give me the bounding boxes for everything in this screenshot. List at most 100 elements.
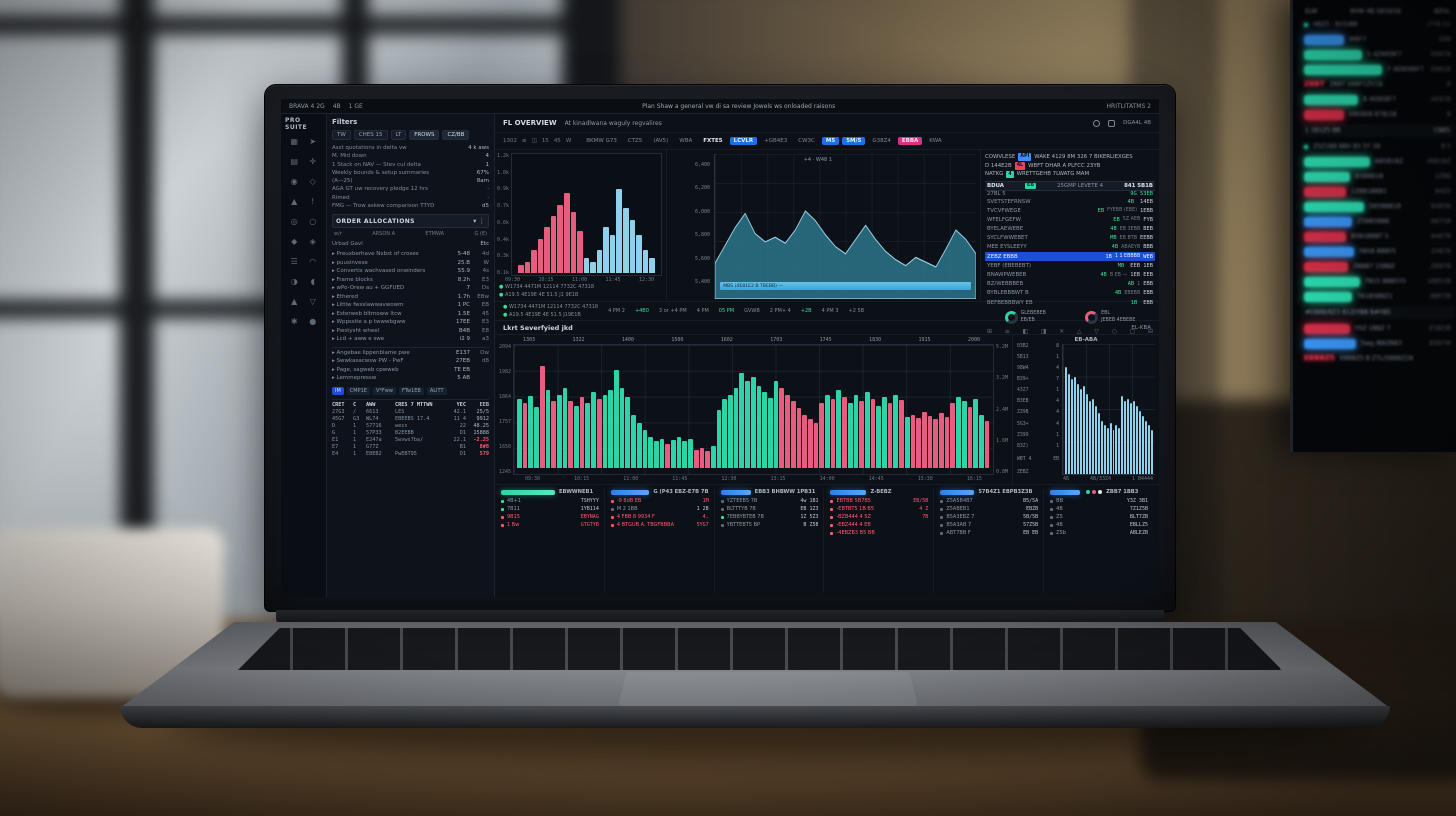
users-icon[interactable]: ◑: [290, 277, 298, 286]
toolbar-chip[interactable]: BKMW G73: [586, 138, 617, 144]
trade-row[interactable]: ▸ Page, sagweb cpwweb TE EB: [332, 366, 489, 375]
tool-icon[interactable]: ▽: [1094, 327, 1099, 335]
bell-icon[interactable]: [1093, 119, 1101, 127]
trade-row[interactable]: ▸ Swwkasacwsw PW - PwF 27EB d8: [332, 357, 489, 366]
tool-icon[interactable]: ◨: [1040, 327, 1047, 335]
depth-list-row[interactable]: 83Z) 1: [1017, 444, 1059, 449]
menubar-right[interactable]: HRITLITATMS 2: [1106, 102, 1151, 110]
send-icon[interactable]: ▲: [291, 197, 298, 206]
sidebar-chip[interactable]: ALITT: [426, 386, 447, 395]
depth-list-row[interactable]: 43Z7 1: [1017, 388, 1059, 393]
toolbar-chip[interactable]: G38Z4: [872, 138, 891, 144]
depth-list-row[interactable]: B3EB 4: [1017, 399, 1059, 404]
stat-group-header[interactable]: EBB3 BHBWW 1PB31: [720, 489, 819, 495]
ticker-row[interactable]: Z5Z1BB BBV B5 5Y 1B B 5: [1301, 139, 1454, 154]
chat-icon[interactable]: ◖: [310, 277, 315, 286]
table-row[interactable]: 27G3 / 6613 LES 42.1 25/5: [332, 409, 489, 415]
trade-row[interactable]: ▸ Convertis wachvased onwinders 55.9 4s: [332, 267, 489, 276]
depth-list-row[interactable]: Z39B 4: [1017, 410, 1059, 415]
ticker-row[interactable]: 5B5BBB1B B4B5B: [1301, 199, 1454, 214]
book-row[interactable]: TVCVFWEGE EB FYEBB (EBE) 1EBB: [985, 206, 1155, 215]
toolbar-chip[interactable]: M5: [821, 137, 840, 145]
area-chart[interactable]: +4 · W48 1 MBS (4E81E2 B TBEBB) —: [715, 154, 976, 299]
menubar-left[interactable]: BRAVA 4 2G 4B 1 GE: [289, 103, 371, 110]
sidebar-tab[interactable]: LT: [390, 130, 407, 140]
clock-icon[interactable]: ○: [309, 217, 317, 226]
toolbar-mini[interactable]: ◫: [531, 138, 537, 144]
toolbar-chip[interactable]: FXTE5: [703, 138, 723, 144]
trade-row[interactable]: ▸ Lemmepressw 5 AB: [332, 374, 489, 383]
depth-list-row[interactable]: 5G3+ 4: [1017, 422, 1059, 427]
sidebar-tab[interactable]: CHES 15: [353, 130, 388, 140]
toolbar-chip[interactable]: 5M/5: [842, 137, 866, 145]
tool-icon[interactable]: □: [1129, 327, 1136, 335]
depth-list-row[interactable]: 98W4 4: [1017, 366, 1059, 371]
depth-list-row[interactable]: 5B13 1: [1017, 355, 1059, 360]
book-row[interactable]: BYELAEWEBE 4B EB 3EBB BEB: [985, 224, 1155, 233]
ticker-row[interactable]: 5wg /BBZBB3 B3B7W: [1301, 336, 1454, 351]
toolbar-chip[interactable]: WBA: [679, 138, 693, 144]
book-row[interactable]: BNAWPWEBEB 4B B EB —1EB EEB: [985, 270, 1155, 279]
trade-row[interactable]: ▸ Ethered 1.7h EBw: [332, 293, 489, 302]
table-row[interactable]: G 1 57P33 B2EEBB D1 15888: [332, 430, 489, 436]
ticker-row[interactable]: ZBBT ZBBT EBBF1ZV1B B: [1301, 77, 1454, 92]
ticker-row[interactable]: 5 4ZWEBF7 EBB7B: [1301, 47, 1454, 62]
blotter-header[interactable]: ORDER ALLOCATIONS ▾ ⋮: [332, 214, 489, 228]
up-icon[interactable]: ▲: [291, 297, 298, 306]
sidebar-tab[interactable]: FROWS: [409, 130, 440, 140]
trade-row[interactable]: ▸ Wppssite a p twwwbgww 17EE E3: [332, 318, 489, 327]
pin-icon[interactable]: ◇: [309, 177, 316, 186]
toolbar-chip[interactable]: +GB4E3: [764, 138, 788, 144]
menubar-item[interactable]: 4B: [332, 102, 341, 110]
stat-group-header[interactable]: Z-BEBZ: [830, 489, 928, 495]
tool-icon[interactable]: ⊞: [987, 327, 993, 335]
sidebar-tab[interactable]: CZ/BB: [442, 130, 470, 140]
trade-row[interactable]: ▸ Esterweb bltmoww ltcw 1.5E 45: [332, 310, 489, 319]
wifi-icon[interactable]: ◠: [309, 257, 317, 266]
droplet-icon[interactable]: ◉: [290, 177, 298, 186]
rows-icon[interactable]: ▤: [290, 157, 299, 166]
ticker-row[interactable]: Y5Z 1BBZ 7 Z1BZ/B: [1301, 321, 1454, 336]
tool-icon[interactable]: ✕: [1059, 327, 1065, 335]
inbox-icon[interactable]: [1108, 119, 1116, 127]
sidebar-tab[interactable]: TW: [332, 130, 351, 140]
grid-icon[interactable]: ▦: [290, 137, 299, 146]
ticker-row[interactable]: 7 4EBEBBF7 EBB1B: [1301, 62, 1454, 77]
histogram-chart[interactable]: [511, 153, 662, 276]
table-row[interactable]: E4 1 E8EB2 PwEBT95 D1 579: [332, 451, 489, 457]
trade-row[interactable]: ▸ puusinvese 25.B W: [332, 259, 489, 268]
toolbar-mini[interactable]: W: [565, 138, 572, 144]
stat-group-header[interactable]: EBWWNEB1: [501, 489, 599, 495]
book-row[interactable]: BEFBEBBBWY EB 1B EBB: [985, 298, 1155, 307]
ticker-row[interactable]: AB5B1BZ 4BB1BZ: [1301, 154, 1454, 169]
trade-row[interactable]: ▸ Angebae lippenblame pwe E137 Ow: [332, 349, 489, 358]
book-row[interactable]: ZEBZ EBBB 1B 1 1 EBBBB WEB: [985, 252, 1155, 262]
toolbar-mini[interactable]: ≡: [522, 138, 527, 144]
shield-icon[interactable]: ◆: [291, 237, 298, 246]
target-icon[interactable]: ◈: [309, 237, 316, 246]
sidebar-chip[interactable]: FTw1EB: [398, 386, 424, 395]
ticker-row[interactable]: Z5BB5BBB BB75B: [1301, 214, 1454, 229]
volume-bars-chart[interactable]: [513, 344, 994, 475]
stat-group-header[interactable]: 57B4Z1 EBPB3Z3B: [940, 489, 1038, 495]
depth-list-row[interactable]: 03B2 8: [1017, 344, 1059, 349]
toolbar-chip[interactable]: CW3C: [798, 138, 815, 144]
trade-row[interactable]: ▸ Preuxberhave Nxbst of croses 5-48 4d: [332, 250, 489, 259]
globe-icon[interactable]: ◎: [290, 217, 298, 226]
toolbar-chip[interactable]: LCVLR: [729, 137, 758, 145]
signal-icon[interactable]: ☰: [290, 257, 298, 266]
depth-list-row[interactable]: Z399 1: [1017, 433, 1059, 438]
gear-icon[interactable]: ✱: [290, 317, 298, 326]
stat-group-header[interactable]: ZBB7 1BB3: [1050, 489, 1148, 495]
toolbar-mini[interactable]: 1302: [503, 138, 517, 144]
ticker-row[interactable]: TB1B5BBZ1/BBY3B: [1301, 289, 1454, 304]
book-header[interactable]: BDUA EB 25GMP LEVETE 4 841 5B1B: [985, 180, 1155, 191]
stat-group-header[interactable]: G (P43 EBZ-E7B 7B): [610, 489, 709, 495]
cursor-icon[interactable]: ➤: [309, 137, 317, 146]
ticker-row[interactable]: WBF7 EBB: [1301, 32, 1454, 47]
ticker-row[interactable]: EBEBEB B7B/1B B: [1301, 107, 1454, 122]
tool-icon[interactable]: △: [1076, 327, 1082, 335]
ticker-row[interactable]: ZBBB7 15BBZ ZBB7B: [1301, 259, 1454, 274]
menubar-item[interactable]: 1 GE: [348, 102, 363, 110]
book-row[interactable]: YEBF (EBEBEBT) MB EEB 1EB: [985, 261, 1155, 270]
